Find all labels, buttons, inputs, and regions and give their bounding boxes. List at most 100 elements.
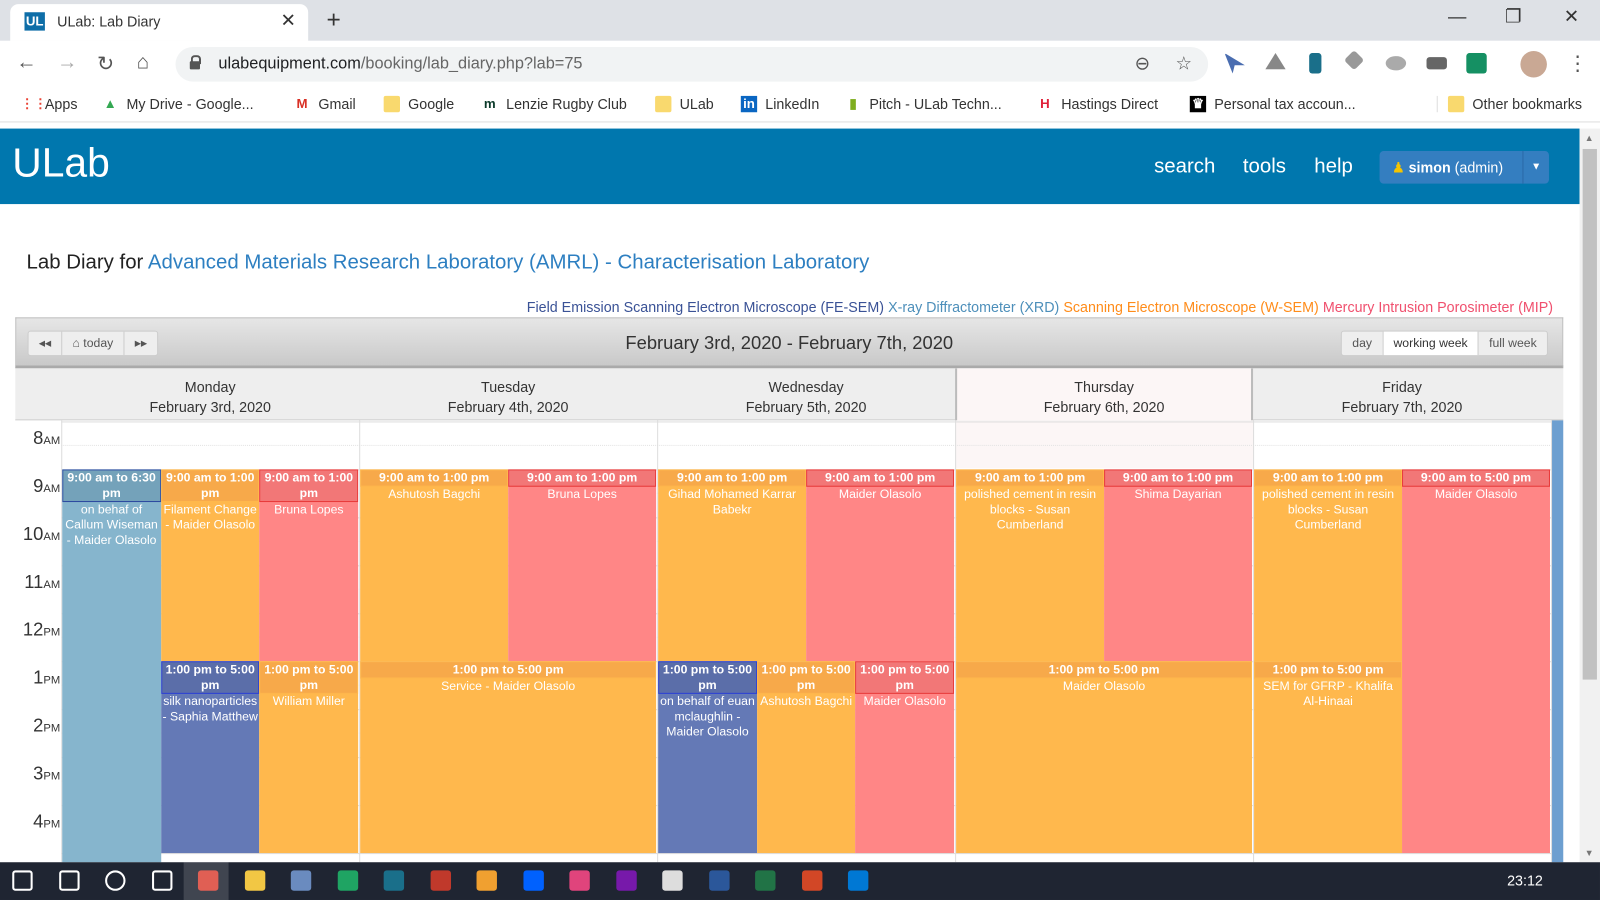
view-day[interactable]: day	[1342, 331, 1384, 356]
drive-extension-icon[interactable]	[1265, 53, 1286, 70]
site-header: ULab search tools help ♟ simon (admin) ▼	[0, 128, 1580, 205]
bookmark-other[interactable]: Other bookmarks	[1436, 95, 1582, 113]
powerpoint-icon[interactable]	[801, 870, 822, 891]
file-explorer-icon[interactable]	[244, 870, 265, 891]
event-time: 9:00 am to 5:00 pm	[1402, 469, 1550, 487]
booking-event[interactable]: 9:00 am to 6:30 pm on behaf of Callum Wis…	[62, 469, 161, 863]
next-week-button[interactable]: ▸▸	[134, 335, 147, 350]
bookmark-item[interactable]: ▮ Pitch - ULab Techn...	[845, 96, 1001, 112]
lenzie-icon: m	[483, 95, 496, 112]
ulab-logo[interactable]: ULab	[12, 140, 110, 186]
excel-icon[interactable]	[755, 870, 776, 891]
legend-item[interactable]: Scanning Electron Microscope (W-SEM)	[1063, 298, 1319, 316]
booking-event[interactable]: 1:00 pm to 5:00 pm Maider Olasolo	[855, 661, 955, 854]
app-icon[interactable]	[383, 870, 405, 891]
address-bar[interactable]: ulabequipment.com/booking/lab_diary.php?…	[175, 46, 1209, 82]
bookmark-item[interactable]: ULab	[655, 95, 714, 113]
booking-event[interactable]: 9:00 am to 1:00 pm Shima Dayarian	[1104, 469, 1253, 662]
dropbox-icon[interactable]	[522, 870, 544, 891]
booking-event[interactable]: 9:00 am to 1:00 pm Ashutosh Bagchi	[360, 469, 509, 662]
booking-event[interactable]: 1:00 pm to 5:00 pm Ashutosh Bagchi	[756, 661, 856, 854]
booking-event[interactable]: 1:00 pm to 5:00 pm on behalf of euan mcla…	[658, 661, 757, 854]
booking-event[interactable]: 9:00 am to 1:00 pm Maider Olasolo	[806, 469, 955, 662]
avatar[interactable]	[1520, 51, 1547, 78]
extension-icon[interactable]	[1466, 53, 1487, 74]
booking-event[interactable]: 9:00 am to 1:00 pm polished cement in res…	[956, 469, 1105, 662]
start-icon[interactable]	[12, 870, 33, 891]
legend-item[interactable]: Mercury Intrusion Porosimeter (MIP)	[1322, 298, 1554, 316]
hour-number: 4	[33, 811, 44, 832]
bookmark-item[interactable]: ⋮⋮ Apps	[20, 96, 77, 112]
bookmark-item[interactable]: H Hastings Direct	[1037, 96, 1158, 112]
view-full-week[interactable]: full week	[1489, 335, 1537, 350]
forward-icon[interactable]: →	[57, 51, 78, 74]
nav-search[interactable]: search	[1154, 155, 1216, 178]
calendar-scrollbar[interactable]	[1552, 420, 1564, 863]
task-view-icon[interactable]	[151, 870, 172, 891]
close-tab-icon[interactable]: ✕	[280, 10, 296, 31]
user-menu-button[interactable]: ♟ simon (admin) ▼	[1379, 151, 1549, 184]
bookmark-star-icon[interactable]: ☆	[1175, 53, 1192, 74]
bookmark-item[interactable]: m Lenzie Rugby Club	[482, 96, 627, 112]
onenote-icon[interactable]	[615, 870, 637, 891]
extension-icon[interactable]	[1309, 53, 1322, 74]
legend-item[interactable]: Field Emission Scanning Electron Microsc…	[526, 298, 885, 316]
search-icon[interactable]	[58, 870, 80, 891]
calendar-grid: 8AM 9AM 10AM 11AM 12PM 1PM 2PM 3PM 4PM 9:00 am to…	[15, 420, 1553, 863]
calculator-icon[interactable]	[662, 870, 683, 891]
booking-event[interactable]: 9:00 am to 1:00 pm Gihad Mohamed Karrar B…	[658, 469, 807, 662]
app-icon[interactable]	[290, 870, 312, 891]
home-icon: ⌂	[72, 335, 80, 350]
day-date: February 7th, 2020	[1341, 398, 1463, 416]
legend-item[interactable]: X-ray Diffractometer (XRD)	[888, 298, 1060, 316]
day-date: February 3rd, 2020	[149, 398, 271, 416]
minimize-icon[interactable]: —	[1447, 6, 1467, 27]
outlook-icon[interactable]	[847, 870, 869, 891]
reload-icon[interactable]: ↻	[96, 53, 115, 76]
booking-event[interactable]: 9:00 am to 5:00 pm Maider Olasolo	[1402, 469, 1550, 854]
booking-event[interactable]: 1:00 pm to 5:00 pm Service - Maider Olaso…	[360, 661, 657, 854]
nav-tools[interactable]: tools	[1242, 155, 1286, 178]
cortana-icon[interactable]	[105, 870, 126, 891]
nav-help[interactable]: help	[1314, 155, 1353, 178]
extension-icon[interactable]	[1426, 57, 1447, 70]
day-divider	[955, 420, 957, 863]
prev-week-button[interactable]: ◂◂	[29, 331, 63, 356]
day-name: Wednesday	[768, 378, 844, 395]
cursor-extension-icon[interactable]	[1224, 53, 1245, 74]
new-tab-button[interactable]: +	[326, 6, 341, 34]
page-scrollbar[interactable]: ▲ ▼	[1579, 128, 1600, 863]
booking-event[interactable]: 1:00 pm to 5:00 pm Maider Olasolo	[956, 661, 1253, 854]
zoom-icon[interactable]: ⊖	[1134, 53, 1151, 74]
google-drive-icon[interactable]	[337, 870, 358, 891]
back-icon[interactable]: ←	[16, 51, 37, 74]
bookmark-item[interactable]: ▲ My Drive - Google...	[102, 96, 254, 112]
extension-icon[interactable]	[1385, 56, 1407, 71]
booking-event[interactable]: 1:00 pm to 5:00 pm SEM for GFRP - Khalifa…	[1254, 661, 1403, 854]
bookmark-item[interactable]: ♛ Personal tax accoun...	[1189, 95, 1356, 113]
booking-event[interactable]: 1:00 pm to 5:00 pm William Miller	[259, 661, 359, 854]
app-icon[interactable]	[476, 870, 497, 891]
bookmark-item[interactable]: in LinkedIn	[740, 95, 819, 113]
today-button[interactable]: ⌂ today	[62, 331, 125, 356]
caret-down-icon[interactable]: ▼	[1522, 151, 1549, 184]
close-window-icon[interactable]: ✕	[1563, 6, 1580, 27]
view-working-week[interactable]: working week	[1383, 331, 1479, 356]
bookmark-item[interactable]: M Gmail	[294, 96, 356, 112]
app-icon[interactable]	[430, 870, 451, 891]
word-icon[interactable]	[708, 870, 730, 891]
chrome-icon[interactable]	[197, 870, 219, 891]
booking-event[interactable]: 9:00 am to 1:00 pm Bruna Lopes	[508, 469, 657, 662]
booking-event[interactable]: 1:00 pm to 5:00 pm silk nanoparticles - S…	[160, 661, 260, 854]
booking-event[interactable]: 9:00 am to 1:00 pm Filament Change - Maid…	[160, 469, 260, 662]
dropbox-extension-icon[interactable]	[1343, 50, 1365, 71]
browser-tab[interactable]: UL ULab: Lab Diary ✕	[10, 4, 309, 41]
menu-icon[interactable]: ⋮	[1567, 53, 1588, 76]
booking-event[interactable]: 9:00 am to 1:00 pm polished cement in res…	[1254, 469, 1403, 662]
restore-icon[interactable]: ❐	[1505, 6, 1522, 27]
bookmark-item[interactable]: Google	[383, 95, 454, 113]
home-icon[interactable]: ⌂	[136, 51, 150, 74]
booking-event[interactable]: 9:00 am to 1:00 pm Bruna Lopes	[259, 469, 359, 662]
slack-icon[interactable]	[569, 870, 590, 891]
lab-link[interactable]: Advanced Materials Research Laboratory (…	[147, 251, 870, 274]
